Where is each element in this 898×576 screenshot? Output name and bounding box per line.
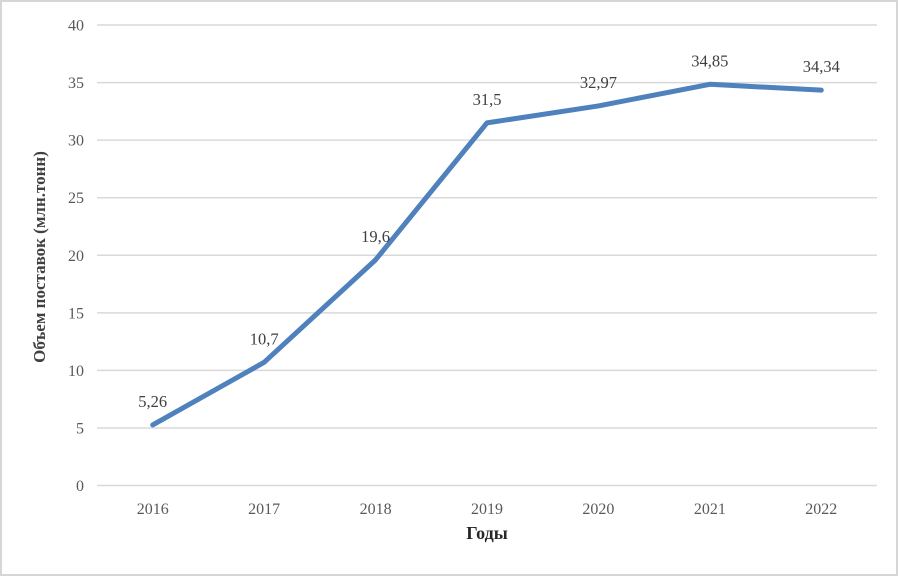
y-tick-label: 15	[68, 305, 84, 322]
y-tick-label: 10	[68, 363, 84, 380]
x-tick-label: 2018	[360, 501, 392, 518]
y-tick-label: 40	[68, 18, 84, 35]
x-tick-label: 2017	[248, 501, 280, 518]
x-tick-label: 2020	[582, 501, 614, 518]
x-tick-label: 2022	[805, 501, 837, 518]
y-tick-label: 20	[68, 248, 84, 265]
data-label: 19,6	[361, 227, 390, 246]
y-tick-label: 25	[68, 190, 84, 207]
data-label: 34,85	[691, 51, 728, 70]
x-axis-title: Годы	[466, 523, 508, 543]
x-tick-label: 2019	[471, 501, 503, 518]
data-label: 31,5	[473, 90, 502, 109]
y-tick-label: 5	[76, 420, 84, 437]
data-label: 5,26	[138, 392, 167, 411]
data-label: 32,97	[580, 73, 617, 92]
y-tick-label: 30	[68, 133, 84, 150]
y-tick-label: 35	[68, 75, 84, 92]
series-line	[150, 81, 824, 428]
data-label: 10,7	[250, 329, 279, 348]
x-tick-label: 2021	[694, 501, 726, 518]
y-tick-label: 0	[76, 478, 84, 495]
x-tick-label: 2016	[137, 501, 169, 518]
data-label: 34,34	[803, 57, 840, 76]
